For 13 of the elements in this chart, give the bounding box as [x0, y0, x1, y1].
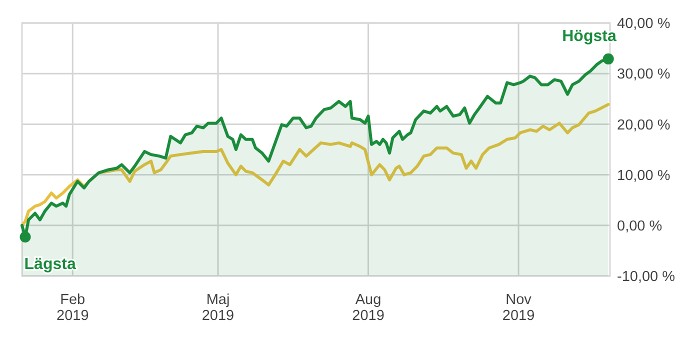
annotation: Högsta	[562, 28, 616, 45]
y-tick-label: 30,00 %	[617, 66, 670, 83]
x-tick-label: Nov 2019	[502, 292, 535, 324]
annotation: Lägsta	[24, 256, 76, 274]
x-tick-label: Feb 2019	[56, 292, 89, 324]
x-tick-label: Aug 2019	[352, 292, 384, 324]
y-tick-label: 20,00 %	[617, 117, 670, 134]
y-tick-label: 0,00 %	[617, 218, 662, 234]
line-series	[20, 102, 610, 227]
y-tick-label: 40,00 %	[617, 16, 670, 32]
y-tick-label: -10,00 %	[617, 269, 676, 286]
y-tick-label: 10,00 %	[617, 168, 670, 184]
x-tick-label: Maj 2019	[202, 292, 234, 324]
